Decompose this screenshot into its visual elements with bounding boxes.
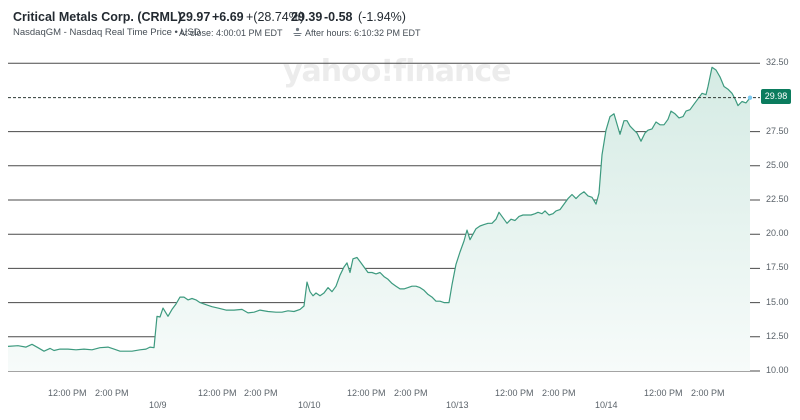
after-hours-time-label: After hours: 6:10:32 PM EDT bbox=[305, 28, 421, 38]
x-time-label: 2:00 PM bbox=[244, 388, 278, 398]
y-tick-label: 15.00 bbox=[766, 296, 789, 307]
close-price: 29.97 bbox=[179, 10, 211, 24]
y-tick-label: 22.50 bbox=[766, 194, 789, 204]
y-tick-label: 10.00 bbox=[766, 365, 789, 375]
x-date-label: 10/10 bbox=[298, 400, 321, 410]
y-tick-label: 12.50 bbox=[766, 330, 789, 341]
y-tick-label: 17.50 bbox=[766, 262, 789, 273]
price-area-fill bbox=[8, 67, 750, 372]
last-price-marker bbox=[747, 95, 753, 100]
moon-clock-icon bbox=[293, 27, 302, 36]
exchange-subtitle: NasdaqGM - Nasdaq Real Time Price • USD bbox=[13, 27, 201, 38]
x-time-label: 12:00 PM bbox=[347, 388, 386, 398]
y-tick-label: 20.00 bbox=[766, 228, 789, 239]
x-date-label: 10/9 bbox=[149, 400, 167, 410]
x-time-label: 2:00 PM bbox=[95, 388, 129, 398]
price-line bbox=[7, 66, 751, 352]
after-hours-change: -0.58 bbox=[324, 10, 353, 24]
x-date-label: 10/14 bbox=[595, 400, 618, 410]
security-title: Critical Metals Corp. (CRML) bbox=[13, 10, 182, 24]
after-hours-change-percent: (-1.94%) bbox=[358, 10, 406, 24]
close-change: +6.69 bbox=[212, 10, 244, 24]
x-time-label: 12:00 PM bbox=[48, 388, 87, 398]
x-time-label: 12:00 PM bbox=[495, 388, 534, 398]
x-time-label: 12:00 PM bbox=[644, 388, 683, 398]
current-price-badge: 29.98 bbox=[761, 89, 791, 104]
x-date-label: 10/13 bbox=[446, 400, 469, 410]
x-time-label: 12:00 PM bbox=[198, 388, 237, 398]
close-change-percent: +(28.74%) bbox=[246, 10, 305, 24]
close-time-label: At close: 4:00:01 PM EDT bbox=[179, 28, 283, 38]
x-time-label: 2:00 PM bbox=[542, 388, 576, 398]
y-tick-label: 27.50 bbox=[766, 125, 789, 136]
quote-header: Critical Metals Corp. (CRML) NasdaqGM - … bbox=[0, 0, 800, 42]
yahoo-finance-watermark: yahoo!finance bbox=[283, 54, 511, 89]
after-hours-price: 29.39 bbox=[291, 10, 323, 24]
x-time-label: 2:00 PM bbox=[394, 388, 428, 398]
y-tick-label: 32.50 bbox=[766, 57, 789, 68]
y-tick-label: 25.00 bbox=[766, 159, 789, 170]
x-time-label: 2:00 PM bbox=[691, 388, 725, 398]
